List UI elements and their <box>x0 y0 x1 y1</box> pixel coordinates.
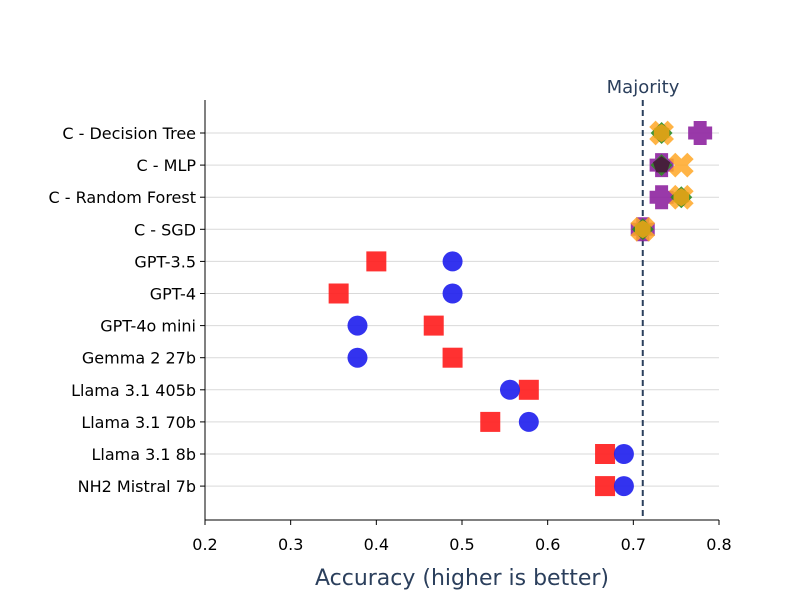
y-tick-label: C - SGD <box>134 220 196 239</box>
square-marker <box>595 444 616 464</box>
x-axis-title: Accuracy (higher is better) <box>315 566 609 591</box>
y-tick-label: NH2 Mistral 7b <box>78 477 196 496</box>
data-points <box>328 120 713 497</box>
plus-marker <box>688 121 713 145</box>
y-tick-label: Llama 3.1 70b <box>81 413 196 432</box>
x-marker <box>668 152 694 178</box>
hexagon-marker <box>673 188 690 207</box>
y-tick-label: Llama 3.1 405b <box>71 381 196 400</box>
y-tick-label: GPT-4 <box>150 285 196 304</box>
circle-marker <box>347 347 368 368</box>
square-marker <box>442 347 463 368</box>
pentagon-marker <box>653 156 671 173</box>
x-tick-label: 0.2 <box>192 535 217 554</box>
circle-marker <box>347 315 368 336</box>
square-marker <box>423 315 444 336</box>
x-tick-label: 0.4 <box>364 535 389 554</box>
square-marker <box>595 476 616 497</box>
square-marker <box>328 283 349 304</box>
majority-label: Majority <box>607 77 680 98</box>
x-tick-label: 0.7 <box>621 535 646 554</box>
x-tick-label: 0.3 <box>278 535 303 554</box>
y-tick-label: Gemma 2 27b <box>82 349 196 368</box>
circle-marker <box>442 251 463 272</box>
y-tick-label: C - MLP <box>137 156 197 175</box>
x-tick-label: 0.8 <box>706 535 731 554</box>
circle-marker <box>499 379 520 400</box>
square-marker <box>480 411 501 432</box>
plus-marker <box>649 185 674 210</box>
y-tick-label: GPT-4o mini <box>100 317 196 336</box>
hexagon-marker <box>635 220 651 239</box>
circle-marker <box>613 476 634 497</box>
x-marker-shape <box>668 152 694 178</box>
hexagon-marker <box>653 124 670 142</box>
circle-marker <box>518 411 539 432</box>
y-tick-label: Llama 3.1 8b <box>91 445 196 464</box>
y-tick-label: C - Random Forest <box>48 188 196 207</box>
x-tick-label: 0.5 <box>449 535 474 554</box>
y-tick-label: C - Decision Tree <box>62 124 196 143</box>
y-tick-label: GPT-3.5 <box>134 252 196 271</box>
axes: C - Decision Tree C - MLP C - Random Fores… <box>48 100 732 554</box>
circle-marker <box>613 444 634 464</box>
square-marker <box>518 379 539 400</box>
circle-marker <box>442 283 463 304</box>
square-marker <box>366 251 387 272</box>
x-tick-label: 0.6 <box>535 535 560 554</box>
